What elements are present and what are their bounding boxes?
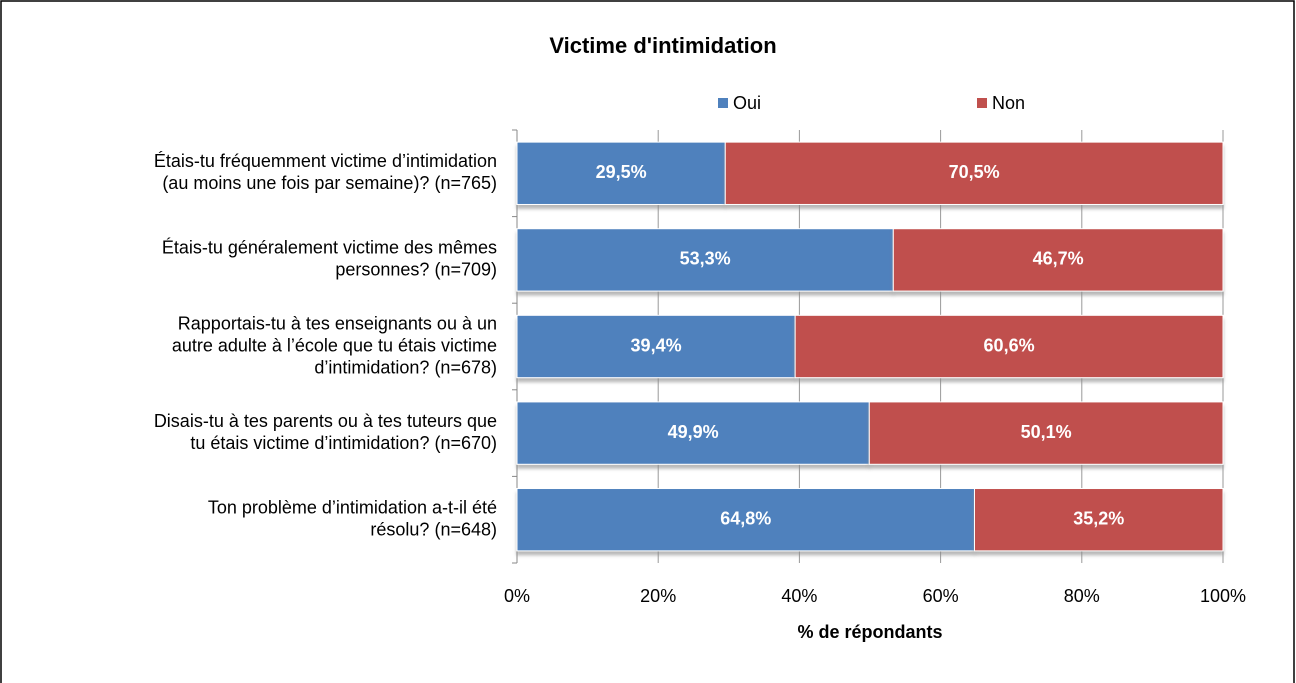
y-tick-label: Étais-tu fréquemment victime d’intimidat… (154, 151, 497, 171)
legend-label: Non (992, 93, 1025, 113)
bar-segment (868, 401, 1224, 465)
x-tick-label: 100% (1200, 586, 1246, 606)
value-label: 50,1% (1021, 422, 1072, 442)
bar-segment (516, 228, 894, 292)
value-label: 60,6% (984, 335, 1035, 355)
value-label: 53,3% (680, 249, 731, 269)
bar-segment (794, 314, 1224, 379)
y-tick-label: Rapportais-tu à tes enseignants ou à un (178, 313, 497, 333)
bar-segment (973, 488, 1224, 552)
y-tick-label: (au moins une fois par semaine)? (n=765) (162, 173, 497, 193)
bar-segment (516, 401, 870, 465)
y-tick-label: Disais-tu à tes parents ou à tes tuteurs… (154, 411, 497, 431)
x-axis-label: % de répondants (797, 622, 942, 642)
bar-segment (724, 141, 1224, 205)
y-tick-label: tu étais victime d’intimidation? (n=670) (190, 433, 497, 453)
chart-title: Victime d'intimidation (549, 33, 776, 58)
bar-segment (516, 488, 975, 552)
legend-label: Oui (733, 93, 761, 113)
x-tick-label: 40% (781, 586, 817, 606)
legend-swatch (977, 98, 987, 108)
y-tick-label: Étais-tu généralement victime des mêmes (162, 238, 497, 258)
x-tick-label: 80% (1064, 586, 1100, 606)
value-label: 64,8% (720, 508, 771, 528)
value-label: 46,7% (1033, 249, 1084, 269)
x-tick-label: 20% (640, 586, 676, 606)
y-tick-label: résolu? (n=648) (370, 519, 497, 539)
value-label: 70,5% (949, 162, 1000, 182)
x-tick-label: 0% (504, 586, 530, 606)
value-label: 39,4% (631, 335, 682, 355)
bar-segment (516, 141, 726, 205)
y-tick-label: d’intimidation? (n=678) (314, 357, 497, 377)
y-tick-label: personnes? (n=709) (335, 260, 497, 280)
y-tick-label: autre adulte à l’école que tu étais vict… (172, 335, 497, 355)
legend-swatch (718, 98, 728, 108)
x-tick-label: 60% (923, 586, 959, 606)
y-tick-label: Ton problème d’intimidation a-t-il été (208, 497, 497, 517)
bar-segment (516, 314, 796, 379)
value-label: 35,2% (1073, 508, 1124, 528)
value-label: 49,9% (668, 422, 719, 442)
value-label: 29,5% (596, 162, 647, 182)
bar-segment (892, 228, 1224, 292)
